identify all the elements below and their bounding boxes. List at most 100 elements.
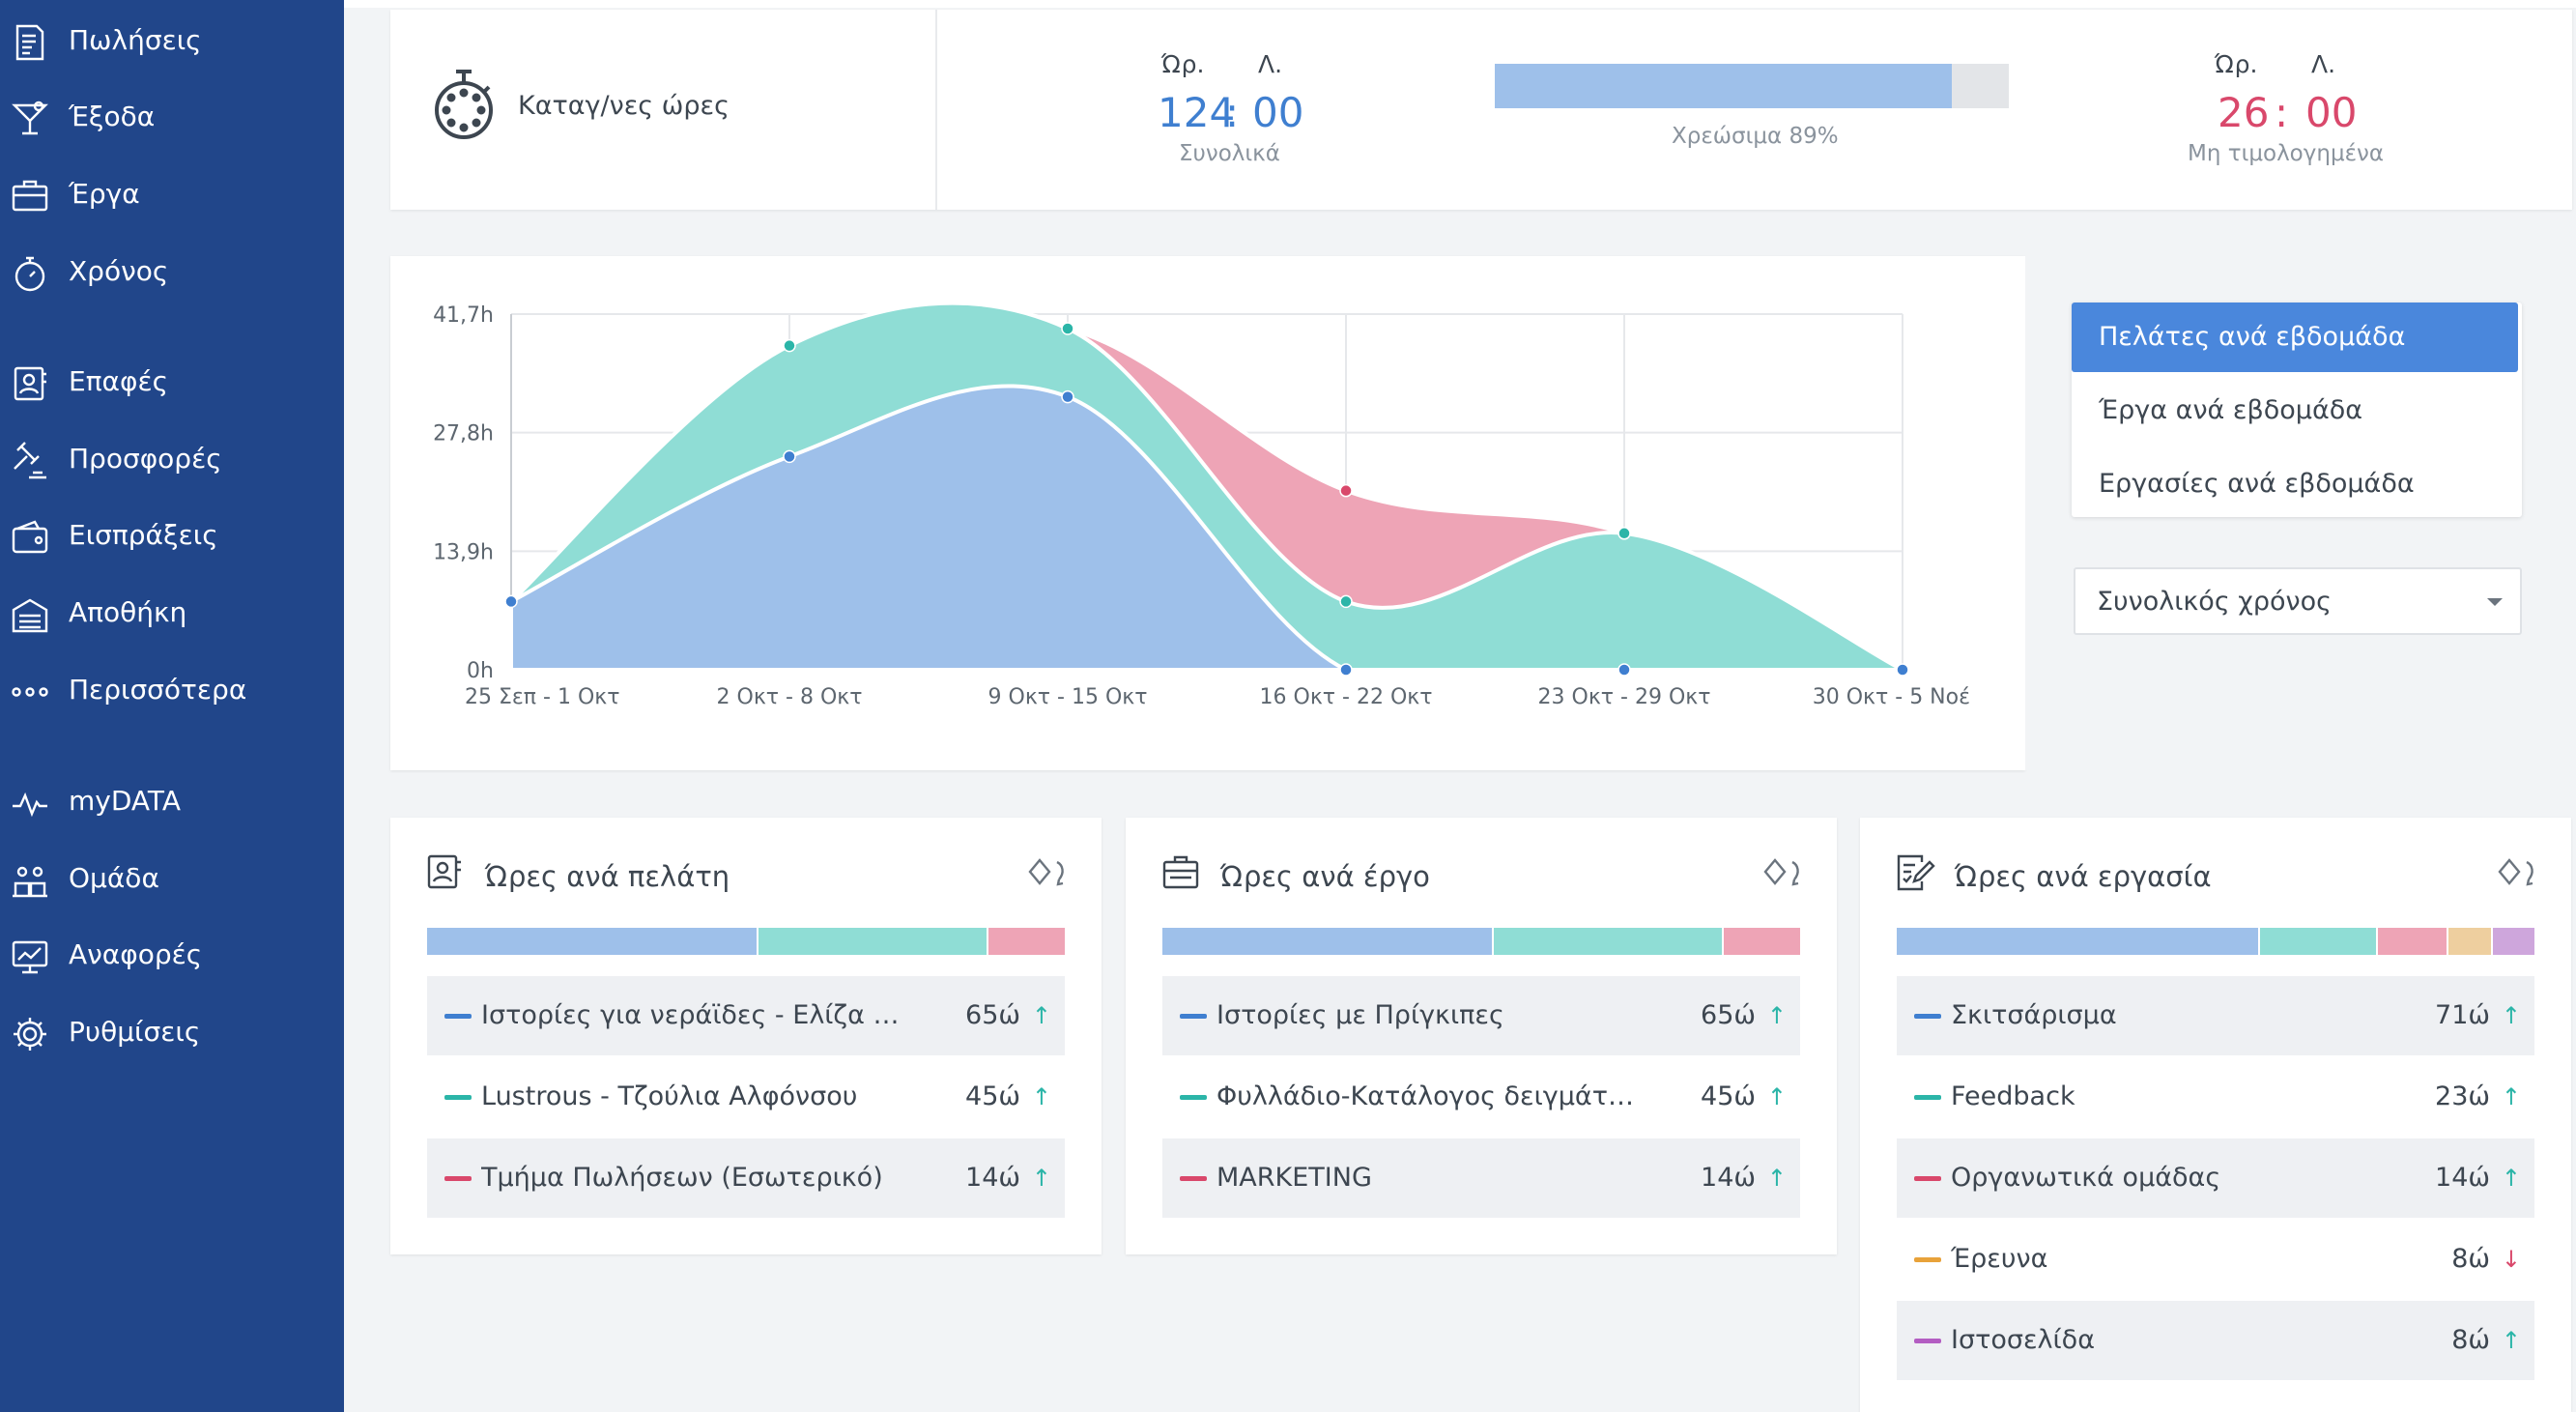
share-bar-segment: [427, 928, 757, 955]
view-menu: Πελάτες ανά εβδομάδα Έργα ανά εβδομάδα Ε…: [2072, 303, 2522, 517]
legend-dash: [1180, 1095, 1207, 1100]
total-caption: Συνολικά: [1179, 141, 1280, 166]
nav-item-label: Προσφορές: [69, 443, 222, 475]
time-select[interactable]: Συνολικός χρόνος: [2074, 567, 2522, 635]
team-icon: [13, 866, 47, 898]
nav-item-label: myDATA: [69, 785, 181, 817]
share-bar-segment: [988, 928, 1065, 955]
hours-area-chart: 0h 13,9h 27,8h 41,7h 25 Σεπ - 1 Οκτ 2 Οκτ - 8…: [433, 301, 1970, 709]
list-item[interactable]: Έρευνα 8ώ ↓: [1897, 1220, 2534, 1299]
nav-item-offers[interactable]: Προσφορές: [0, 429, 344, 491]
item-hours: 8ώ: [2451, 1244, 2490, 1274]
legend-dash: [1914, 1176, 1941, 1181]
item-name: Έρευνα: [1951, 1244, 2048, 1274]
list-item[interactable]: Οργανωτικά ομάδας 14ώ ↑: [1897, 1138, 2534, 1218]
data-point: [783, 338, 796, 353]
item-hours: 45ώ: [1701, 1081, 1756, 1111]
item-name: Τμήμα Πωλήσεων (Εσωτερικό): [481, 1163, 883, 1193]
trend-arrow-icon: ↑: [1031, 1165, 1051, 1192]
share-bar: [427, 928, 1065, 955]
legend-dash: [1180, 1176, 1207, 1181]
nav-item-projects[interactable]: Έργα: [0, 164, 344, 226]
rows-list: Ιστορίες για νεράϊδες - Ελίζα Σ... 65ώ ↑ Lu…: [427, 976, 1065, 1220]
nav-item-mydata[interactable]: myDATA: [0, 771, 344, 833]
chart-options-panel: Πελάτες ανά εβδομάδα Έργα ανά εβδομάδα Ε…: [2025, 256, 2576, 770]
contact-card-icon: [427, 854, 461, 889]
more-dots-icon: [12, 687, 48, 697]
pulse-icon: [13, 792, 47, 818]
panel-hours-per-client: Ώρες ανά πελάτη Ιστορίες για νεράϊδες - …: [390, 818, 1102, 1254]
billable-bar: [1495, 64, 2009, 108]
briefcase-icon: [12, 180, 48, 212]
data-point: [1339, 594, 1353, 609]
nav-item-time[interactable]: Χρόνος: [0, 242, 344, 303]
nav-item-receipts[interactable]: Εισπράξεις: [0, 505, 344, 567]
nav-item-warehouse[interactable]: Αποθήκη: [0, 583, 344, 645]
item-hours: 71ώ: [2435, 1000, 2490, 1030]
unbilled-minutes: 00: [2305, 89, 2358, 136]
unbilled-hours: 26: [2218, 89, 2270, 136]
list-item[interactable]: Lustrous - Τζούλια Αλφόνσου 45ώ ↑: [427, 1057, 1065, 1137]
x-tick-label: 9 Οκτ - 15 Οκτ: [988, 685, 1148, 709]
nav-item-sales[interactable]: Πωλήσεις: [0, 11, 344, 72]
menu-item-projects-week[interactable]: Έργα ανά εβδομάδα: [2099, 395, 2363, 425]
data-point: [1896, 663, 1909, 677]
data-point: [1061, 322, 1074, 335]
hours-label: Ώρ.: [1161, 50, 1205, 78]
unbilled-separator: :: [2275, 89, 2289, 136]
wallet-icon: [12, 520, 48, 554]
nav-item-contacts[interactable]: Επαφές: [0, 352, 344, 414]
trend-arrow-icon: ↑: [2501, 1327, 2521, 1354]
total-hours: 124: [1158, 89, 1236, 136]
item-hours: 65ώ: [1701, 1000, 1756, 1030]
nav-item-label: Ρυθμίσεις: [69, 1016, 201, 1048]
item-name: Ιστορίες για νεράϊδες - Ελίζα Σ...: [481, 1000, 906, 1030]
nav-item-settings[interactable]: Ρυθμίσεις: [0, 1002, 344, 1064]
share-bar-segment: [758, 928, 987, 955]
nav-item-reports[interactable]: Αναφορές: [0, 925, 344, 987]
x-tick-label: 25 Σεπ - 1 Οκτ: [465, 685, 619, 709]
time-select-value: Συνολικός χρόνος: [2097, 587, 2332, 617]
item-hours: 65ώ: [965, 1000, 1020, 1030]
minutes-label: Λ.: [2311, 50, 2336, 78]
gear-icon: [14, 1018, 46, 1051]
nav-item-team[interactable]: Ομάδα: [0, 849, 344, 910]
legend-dash: [1914, 1339, 1941, 1343]
data-point: [1339, 483, 1353, 498]
list-item[interactable]: Feedback 23ώ ↑: [1897, 1057, 2534, 1137]
list-item[interactable]: Σκιτσάρισμα 71ώ ↑: [1897, 976, 2534, 1055]
item-name: MARKETING: [1216, 1163, 1372, 1193]
briefcase-icon: [1162, 855, 1199, 889]
legend-dash: [1914, 1257, 1941, 1262]
list-item[interactable]: Φυλλάδιο-Κατάλογος δειγμάτω... 45ώ ↑: [1162, 1057, 1800, 1137]
data-point: [1617, 527, 1631, 540]
legend-dash: [1914, 1014, 1941, 1019]
sidebar: Πωλήσεις Έξοδα Έργα Χρόνος Επαφές Προσφο…: [0, 0, 344, 1412]
menu-item-tasks-week[interactable]: Εργασίες ανά εβδομάδα: [2099, 469, 2415, 499]
share-bar-segment: [1494, 928, 1722, 955]
x-tick-label: 30 Οκτ - 5 Νοέ: [1813, 685, 1970, 709]
nav-item-label: Εισπράξεις: [69, 519, 218, 551]
list-item[interactable]: Ιστοσελίδα 8ώ ↑: [1897, 1301, 2534, 1380]
sort-toggle-icon[interactable]: [1026, 856, 1071, 887]
sort-toggle-icon[interactable]: [2496, 856, 2540, 887]
nav-item-label: Πωλήσεις: [69, 24, 202, 56]
nav-item-expenses[interactable]: Έξοδα: [0, 87, 344, 149]
list-item[interactable]: Τμήμα Πωλήσεων (Εσωτερικό) 14ώ ↑: [427, 1138, 1065, 1218]
list-item[interactable]: MARKETING 14ώ ↑: [1162, 1138, 1800, 1218]
menu-item-clients-week[interactable]: Πελάτες ανά εβδομάδα: [2072, 303, 2518, 372]
reports-icon: [12, 940, 48, 974]
caret-down-icon: [2487, 598, 2503, 606]
item-hours: 8ώ: [2451, 1325, 2490, 1355]
share-bar-segment: [1724, 928, 1800, 955]
sort-toggle-icon[interactable]: [1761, 856, 1806, 887]
trend-arrow-icon: ↑: [2501, 1083, 2521, 1110]
data-point: [1339, 663, 1353, 677]
nav-item-more[interactable]: Περισσότερα: [0, 660, 344, 722]
header-strip: [344, 0, 2576, 8]
unbilled-caption: Μη τιμολογημένα: [2188, 141, 2385, 166]
list-item[interactable]: Ιστορίες για νεράϊδες - Ελίζα Σ... 65ώ ↑: [427, 976, 1065, 1055]
trend-arrow-icon: ↑: [2501, 1165, 2521, 1192]
list-item[interactable]: Ιστορίες με Πρίγκιπες 65ώ ↑: [1162, 976, 1800, 1055]
x-tick-label: 16 Οκτ - 22 Οκτ: [1260, 685, 1433, 709]
